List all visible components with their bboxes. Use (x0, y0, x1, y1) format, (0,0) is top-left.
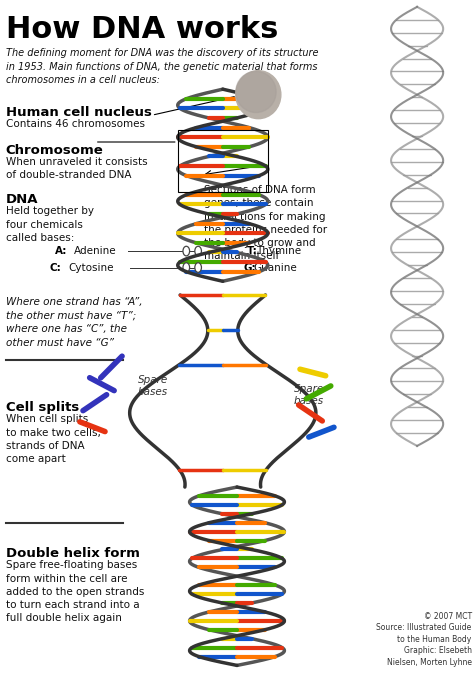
Ellipse shape (236, 71, 281, 119)
Text: Thymine: Thymine (256, 246, 301, 256)
Text: When cell splits
to make two cells,
strands of DNA
come apart: When cell splits to make two cells, stra… (6, 414, 100, 464)
Text: © 2007 MCT
Source: Illustrated Guide
to the Human Body
Graphic: Elsebeth
Nielsen: © 2007 MCT Source: Illustrated Guide to … (376, 612, 472, 667)
Text: DNA: DNA (6, 193, 38, 206)
Circle shape (195, 263, 201, 272)
Text: Spare
bases: Spare bases (137, 375, 168, 397)
Text: Chromosome: Chromosome (6, 144, 103, 157)
Text: A:: A: (55, 246, 67, 256)
Text: Cytosine: Cytosine (69, 263, 114, 272)
Circle shape (195, 246, 201, 256)
Ellipse shape (236, 71, 276, 113)
Text: T:: T: (246, 246, 257, 256)
Text: Where one strand has “A”,
the other must have “T”;
where one has “C”, the
other : Where one strand has “A”, the other must… (6, 297, 142, 348)
Text: Spare
bases: Spare bases (294, 384, 324, 405)
Text: C:: C: (50, 263, 62, 272)
Text: The defining moment for DNA was the discovery of its structure
in 1953. Main fun: The defining moment for DNA was the disc… (6, 48, 318, 85)
Bar (178, 130, 268, 192)
Text: How DNA works: How DNA works (6, 15, 278, 44)
Text: Spare free-floating bases
form within the cell are
added to the open strands
to : Spare free-floating bases form within th… (6, 560, 144, 624)
Text: Guanine: Guanine (253, 263, 297, 272)
Text: Cell splits: Cell splits (6, 401, 79, 414)
Text: When unraveled it consists
of double-stranded DNA: When unraveled it consists of double-str… (6, 157, 147, 180)
Text: G:: G: (244, 263, 256, 272)
Text: Held together by
four chemicals
called bases:: Held together by four chemicals called b… (6, 206, 94, 243)
Text: Adenine: Adenine (73, 246, 116, 256)
Text: Human cell nucleus: Human cell nucleus (6, 106, 152, 119)
Circle shape (183, 246, 190, 256)
Text: Sections of DNA form
genes; these contain
instructions for making
the proteins n: Sections of DNA form genes; these contai… (204, 185, 327, 261)
Circle shape (183, 263, 190, 272)
Text: Contains 46 chromosomes: Contains 46 chromosomes (6, 119, 145, 130)
Text: Double helix form: Double helix form (6, 547, 139, 560)
